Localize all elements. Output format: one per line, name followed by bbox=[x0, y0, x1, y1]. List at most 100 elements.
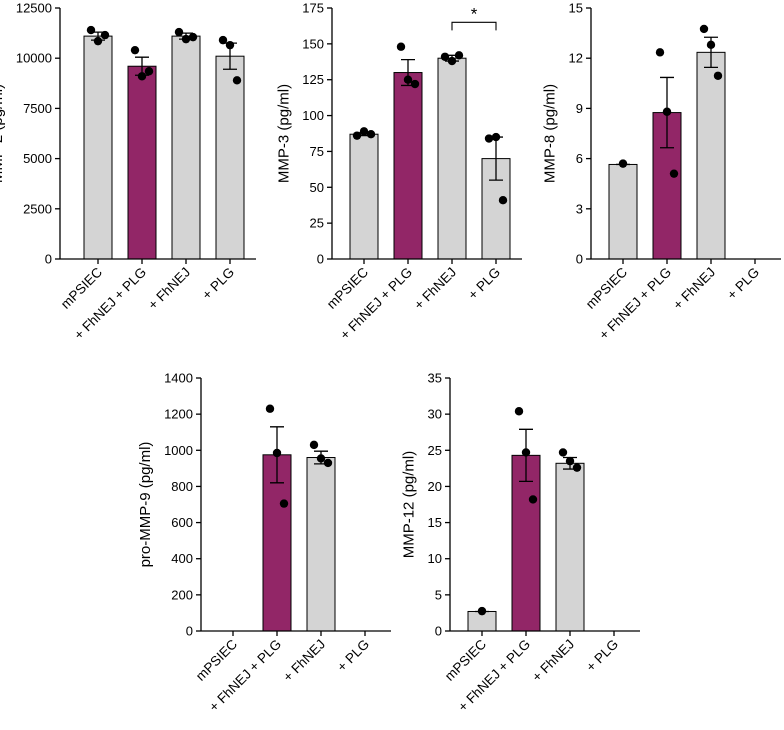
y-tick-label: 0 bbox=[435, 624, 442, 639]
data-point bbox=[454, 51, 464, 60]
y-tick-label: 15 bbox=[569, 1, 583, 16]
data-point bbox=[403, 75, 413, 84]
x-tick-label: + PLG bbox=[465, 265, 503, 303]
y-tick-label: 3 bbox=[576, 201, 583, 216]
data-point bbox=[323, 458, 333, 468]
x-tick-label: + PLG bbox=[583, 637, 621, 675]
data-point bbox=[309, 440, 319, 450]
data-point bbox=[440, 52, 450, 61]
data-point bbox=[713, 71, 723, 80]
y-axis-title: MMP-12 (pg/ml) bbox=[401, 451, 418, 559]
y-tick-label: 35 bbox=[428, 371, 442, 386]
bar-3 bbox=[437, 57, 467, 260]
y-tick-label: 2500 bbox=[23, 201, 52, 216]
data-point bbox=[359, 127, 369, 136]
y-tick-label: 10000 bbox=[16, 51, 52, 66]
y-tick-label: 1200 bbox=[164, 407, 193, 422]
y-tick-label: 10 bbox=[428, 551, 442, 566]
y-tick-label: 1000 bbox=[164, 443, 193, 458]
bar-2 bbox=[127, 65, 157, 260]
y-tick-label: 800 bbox=[171, 479, 193, 494]
data-point bbox=[316, 454, 326, 463]
data-point bbox=[669, 169, 679, 178]
bar-3 bbox=[171, 35, 201, 260]
y-tick-label: 5 bbox=[435, 587, 442, 602]
data-point bbox=[528, 495, 538, 504]
y-tick-label: 15 bbox=[428, 515, 442, 530]
y-tick-label: 175 bbox=[302, 1, 324, 16]
data-point bbox=[279, 499, 289, 508]
data-point bbox=[218, 35, 228, 45]
y-axis-title: MMP-8 (pg/ml) bbox=[542, 84, 559, 183]
data-point bbox=[93, 36, 103, 46]
data-point bbox=[144, 67, 154, 76]
y-tick-label: 9 bbox=[576, 101, 583, 116]
data-point bbox=[86, 25, 96, 35]
x-tick-label: + PLG bbox=[199, 265, 237, 303]
bar-3 bbox=[696, 51, 726, 260]
x-tick-label: + FhNEJ bbox=[145, 265, 193, 313]
data-point bbox=[521, 448, 531, 457]
data-point bbox=[558, 448, 568, 457]
data-point bbox=[174, 27, 184, 37]
data-point bbox=[410, 79, 420, 89]
bar-2 bbox=[393, 72, 423, 260]
data-point bbox=[706, 40, 716, 50]
y-tick-label: 150 bbox=[302, 36, 324, 51]
data-point bbox=[618, 159, 628, 168]
data-point bbox=[352, 131, 362, 140]
bar-3 bbox=[306, 457, 336, 632]
data-point bbox=[265, 404, 275, 413]
bar-4 bbox=[215, 55, 245, 260]
data-point bbox=[514, 407, 524, 416]
y-tick-label: 12500 bbox=[16, 1, 52, 16]
y-axis-title: pro-MMP-9 (pg/ml) bbox=[137, 442, 154, 568]
y-tick-label: 100 bbox=[302, 108, 324, 123]
y-axis-title: MMP-2 (pg/ml) bbox=[0, 84, 6, 183]
data-point bbox=[484, 134, 494, 143]
data-point bbox=[188, 32, 198, 42]
data-point bbox=[498, 195, 508, 205]
data-point bbox=[662, 107, 672, 116]
data-point bbox=[572, 463, 582, 472]
y-tick-label: 1400 bbox=[164, 371, 193, 386]
y-tick-label: 6 bbox=[576, 151, 583, 166]
data-point bbox=[565, 456, 575, 466]
significance-label: * bbox=[471, 4, 478, 23]
data-point bbox=[491, 132, 501, 142]
data-point bbox=[272, 448, 282, 458]
y-tick-label: 0 bbox=[186, 624, 193, 639]
y-tick-label: 7500 bbox=[23, 101, 52, 116]
y-tick-label: 400 bbox=[171, 551, 193, 566]
data-point bbox=[699, 24, 709, 34]
y-tick-label: 125 bbox=[302, 72, 324, 87]
data-point bbox=[181, 34, 191, 44]
x-tick-label: + FhNEJ bbox=[280, 637, 328, 685]
x-tick-label: + PLG bbox=[724, 265, 762, 303]
y-tick-label: 12 bbox=[569, 51, 583, 66]
y-tick-label: 30 bbox=[428, 407, 442, 422]
data-point bbox=[396, 42, 406, 51]
y-tick-label: 25 bbox=[428, 443, 442, 458]
x-tick-label: + FhNEJ bbox=[670, 265, 718, 313]
data-point bbox=[130, 45, 140, 55]
y-tick-label: 0 bbox=[317, 252, 324, 267]
y-tick-label: 75 bbox=[310, 144, 324, 159]
x-tick-label: + FhNEJ bbox=[411, 265, 459, 313]
y-tick-label: 5000 bbox=[23, 151, 52, 166]
data-point bbox=[655, 48, 665, 57]
significance-bracket bbox=[451, 21, 497, 31]
bar-1 bbox=[349, 133, 379, 260]
data-point bbox=[477, 606, 487, 616]
y-tick-label: 0 bbox=[576, 252, 583, 267]
y-tick-label: 0 bbox=[45, 252, 52, 267]
data-point bbox=[100, 30, 110, 40]
data-point bbox=[366, 130, 376, 139]
y-tick-label: 20 bbox=[428, 479, 442, 494]
data-point bbox=[225, 40, 235, 50]
